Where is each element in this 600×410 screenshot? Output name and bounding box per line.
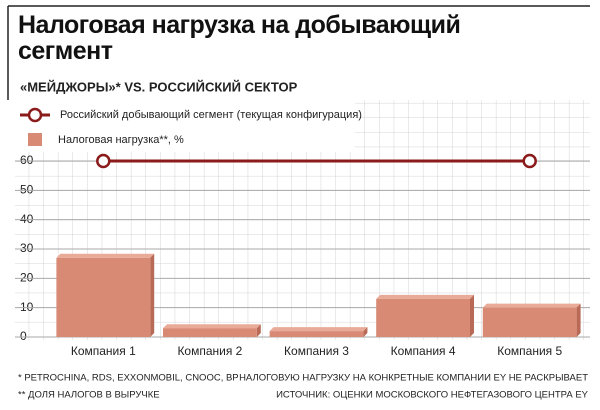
x-tick-label: Компания 5 [497,344,562,358]
bar-side [363,327,368,337]
subtitle: «МЕЙДЖОРЫ»* VS. РОССИЙСКИЙ СЕКТОР [20,79,298,94]
legend-marker [27,107,43,123]
line-marker [96,153,111,169]
y-tick-label: 10 [20,300,34,314]
bar [482,307,577,337]
bar-side [150,253,155,337]
title-box: Налоговая нагрузка на добывающий сегмент [18,12,461,65]
bar [56,257,151,337]
bar-top [56,253,155,258]
y-tick-label: 50 [20,183,34,197]
line-marker [522,153,537,169]
footnote: * PETROCHINA, RDS, EXXONMOBIL, CNOOC, BP [18,373,239,384]
bar-top [376,294,475,299]
y-tick-label: 60 [20,153,34,167]
bar-top [269,327,368,332]
bar [162,328,257,337]
bar-top [482,303,581,308]
chart-title: Налоговая нагрузка на добывающий сегмент [18,12,461,65]
bar-top [162,324,261,329]
legend-swatch [28,133,42,146]
bar-side [576,303,581,337]
y-tick-label: 0 [20,329,27,343]
x-tick-label: Компания 4 [391,344,456,358]
legend-bg [15,100,355,152]
footnote: НАЛОГОВУЮ НАГРУЗКУ НА КОНКРЕТНЫЕ КОМПАНИ… [239,373,588,384]
y-tick-label: 40 [20,212,34,226]
x-tick-label: Компания 1 [71,344,136,358]
y-tick-label: 30 [20,241,34,255]
bar-side [256,324,261,337]
x-tick-label: Компания 3 [284,344,349,358]
footnote: ИСТОЧНИК: ОЦЕНКИ МОСКОВСКОГО НЕФТЕГАЗОВО… [276,390,589,401]
footnote: ** ДОЛЯ НАЛОГОВ В ВЫРУЧКЕ [18,390,160,401]
bar [376,298,471,337]
legend-label: Российский добывающий сегмент (текущая к… [60,109,362,121]
bar [269,331,364,337]
y-tick-label: 20 [20,271,34,285]
x-tick-label: Компания 2 [177,344,242,358]
bar-side [470,294,475,337]
legend-label: Налоговая нагрузка**, % [58,134,184,146]
